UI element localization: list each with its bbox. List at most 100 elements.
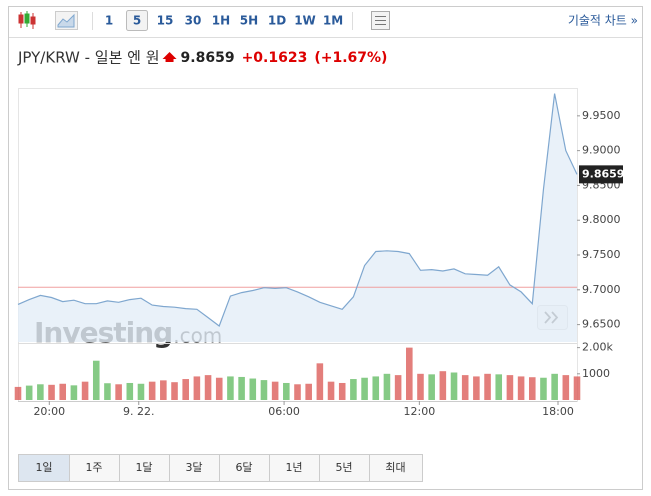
volume-bar: [528, 377, 536, 400]
volume-bar: [461, 375, 469, 400]
y-tick-label: 9.6500: [582, 318, 621, 331]
y-tick-label: 9.9000: [582, 144, 621, 157]
volume-bar: [227, 376, 234, 400]
volume-bar: [372, 376, 380, 400]
volume-bar: [104, 383, 111, 400]
x-tick-label: 18:00: [542, 405, 574, 418]
interval-button[interactable]: 1M: [323, 14, 343, 28]
interval-button[interactable]: 1W: [294, 14, 316, 28]
range-tab[interactable]: 1달: [135, 461, 152, 474]
volume-bar: [260, 380, 268, 400]
volume-bar: [562, 375, 570, 400]
y-tick-label: 9.9500: [582, 109, 621, 122]
volume-bar: [92, 360, 100, 400]
range-tab[interactable]: 1일: [35, 460, 52, 474]
range-tab[interactable]: 6달: [235, 461, 252, 474]
price: 9.8659: [181, 50, 235, 66]
volume-bar: [271, 381, 279, 400]
last-price-label: 9.8659: [582, 167, 624, 180]
header: JPY/KRW - 일본 엔 원 9.8659 +0.1623 (+1.67%): [17, 49, 387, 67]
volume-bar: [417, 373, 424, 400]
volume-bar: [283, 382, 290, 400]
volume-bar: [305, 383, 312, 400]
range-tab[interactable]: 최대: [385, 461, 405, 474]
volume-bar: [115, 384, 122, 400]
volume-bar: [160, 380, 167, 400]
volume-bar: [439, 371, 447, 400]
advanced-chart-link[interactable]: 기술적 차트 »: [568, 14, 638, 28]
interval-button[interactable]: 15: [157, 14, 174, 28]
y-tick-label: 9.7000: [582, 283, 621, 296]
volume-bar: [238, 376, 245, 400]
volume-bar: [193, 376, 201, 400]
volume-bar: [37, 384, 44, 400]
volume-bar: [338, 382, 346, 400]
price-area: [18, 93, 577, 342]
volume-bar: [316, 363, 324, 400]
interval-button[interactable]: 1: [105, 14, 113, 28]
volume-bar: [59, 383, 67, 400]
change: +0.1623: [242, 50, 308, 66]
volume-bar: [383, 373, 391, 400]
volume-bar: [551, 373, 558, 400]
range-tab[interactable]: 1주: [85, 461, 102, 474]
volume-bar: [327, 381, 335, 400]
volume-bar: [70, 385, 78, 400]
range-selected: [19, 455, 69, 481]
volume-bar: [350, 379, 357, 400]
volume-bar: [25, 385, 33, 400]
range-tab[interactable]: 5년: [335, 461, 352, 474]
x-tick-label: 20:00: [33, 405, 65, 418]
interval-button[interactable]: 1D: [268, 14, 286, 28]
y-tick-label: 9.7500: [582, 248, 621, 261]
volume-bar: [294, 384, 301, 400]
volume-bar: [48, 384, 55, 400]
range-bar: [18, 454, 423, 482]
widget-frame: [8, 6, 643, 490]
volume-bar: [249, 378, 257, 400]
range-tab[interactable]: 3달: [185, 461, 202, 474]
volume-bar: [182, 379, 189, 400]
volume-bar: [171, 382, 178, 400]
interval-selected: [126, 10, 148, 31]
volume-bar: [495, 374, 503, 400]
volume-bar: [573, 376, 581, 400]
volume-tick-label: 2.00k: [582, 341, 613, 354]
change-percent: (+1.67%): [314, 50, 387, 66]
volume-tick-label: 1000: [582, 367, 610, 380]
volume-bar: [137, 383, 145, 400]
x-tick-label: 12:00: [404, 405, 436, 418]
x-tick-label: 9. 22.: [123, 405, 155, 418]
volume-bar: [450, 372, 458, 400]
interval-button[interactable]: 5: [133, 14, 141, 28]
x-tick-label: 06:00: [268, 405, 300, 418]
interval-button[interactable]: 30: [185, 14, 202, 28]
interval-button[interactable]: 5H: [240, 14, 258, 28]
pair-name: JPY/KRW - 일본 엔 원: [17, 49, 160, 67]
range-tab[interactable]: 1년: [285, 461, 302, 474]
volume-bar: [361, 377, 368, 400]
volume-bar: [14, 386, 22, 400]
volume-bar: [428, 374, 435, 400]
volume-bar: [517, 376, 525, 400]
last-price-tag: [579, 165, 623, 184]
volume-bar: [215, 377, 223, 400]
volume-bar: [406, 347, 413, 400]
volume-bar: [473, 376, 480, 400]
volume-bar: [126, 382, 134, 400]
candle-icon[interactable]: [18, 11, 36, 29]
volume-bar: [484, 373, 491, 400]
settings-icon[interactable]: [371, 11, 390, 30]
volume-bar: [148, 381, 156, 400]
y-tick-label: 9.8000: [582, 213, 621, 226]
volume-bar: [81, 381, 89, 400]
volume-bar: [506, 375, 514, 400]
volume-bar: [540, 377, 547, 400]
area-icon[interactable]: [55, 11, 78, 30]
volume-bar: [394, 375, 402, 400]
price-line: [17, 93, 578, 327]
up-arrow: [162, 52, 177, 62]
volume-bar: [204, 375, 212, 400]
interval-button[interactable]: 1H: [212, 14, 230, 28]
